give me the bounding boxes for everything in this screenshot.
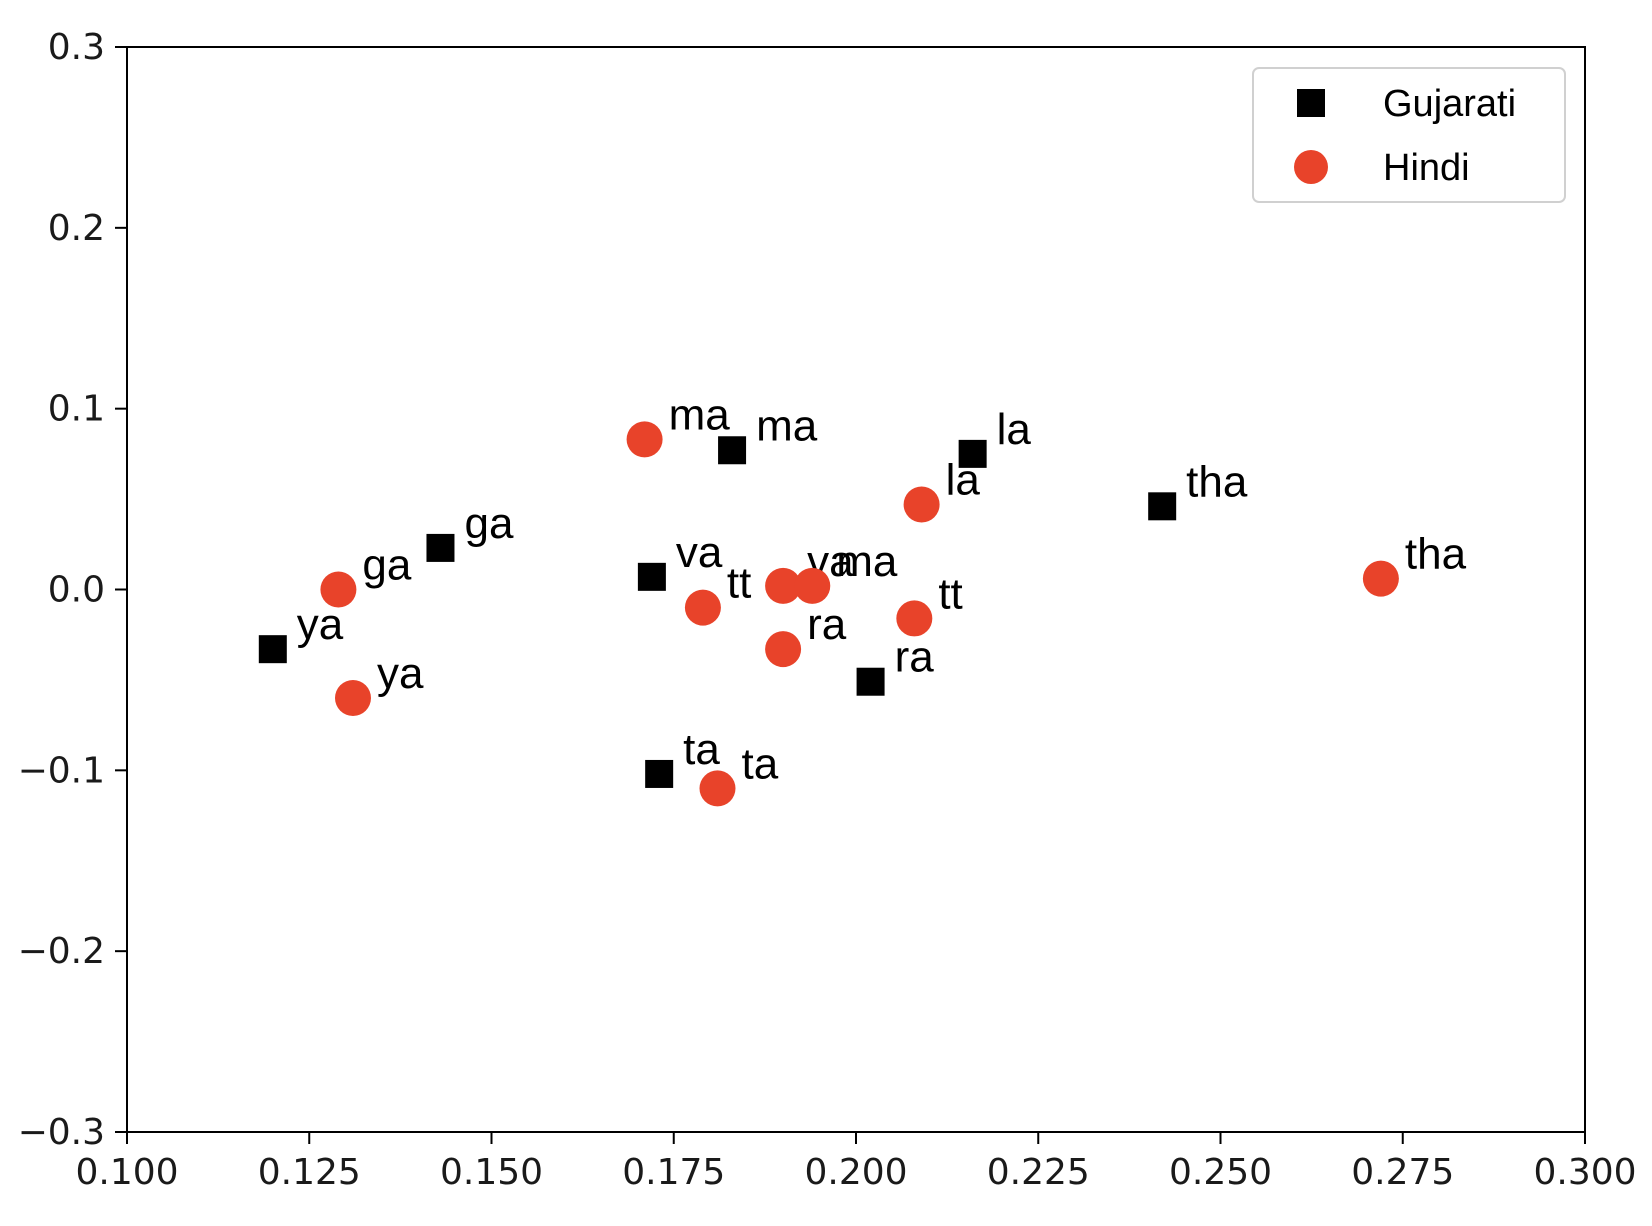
hindi-point bbox=[1362, 560, 1399, 597]
point-label: ra bbox=[895, 633, 935, 682]
point-label: tha bbox=[1405, 530, 1467, 579]
x-tick-label: 0.250 bbox=[1169, 1152, 1272, 1193]
point-label: tt bbox=[938, 569, 962, 618]
x-tick-label: 0.200 bbox=[804, 1152, 907, 1193]
y-tick-label: 0.2 bbox=[48, 208, 105, 249]
legend-label-gujarati: Gujarati bbox=[1383, 83, 1516, 125]
legend-marker-gujarati bbox=[1297, 89, 1325, 117]
hindi-point bbox=[684, 589, 721, 626]
hindi-point bbox=[699, 770, 736, 807]
legend-box bbox=[1252, 67, 1566, 203]
y-tick-label: 0.1 bbox=[48, 389, 105, 430]
gujarati-point bbox=[637, 562, 666, 591]
hindi-point bbox=[903, 486, 940, 523]
point-label: ma bbox=[836, 537, 898, 586]
y-tick-label: −0.1 bbox=[18, 750, 105, 791]
hindi-point bbox=[765, 567, 802, 604]
gujarati-point bbox=[645, 759, 674, 788]
x-tick-label: 0.300 bbox=[1533, 1152, 1636, 1193]
x-tick-label: 0.275 bbox=[1351, 1152, 1454, 1193]
point-label: ma bbox=[669, 390, 731, 439]
gujarati-point bbox=[1148, 492, 1177, 521]
hindi-point bbox=[334, 680, 371, 716]
legend-marker-hindi bbox=[1294, 150, 1328, 184]
point-label: ra bbox=[807, 600, 847, 649]
legend: Gujarati Hindi bbox=[1252, 67, 1566, 203]
x-tick-label: 0.150 bbox=[440, 1152, 543, 1193]
hindi-point bbox=[765, 631, 802, 668]
point-label: la bbox=[946, 456, 981, 505]
x-tick-label: 0.125 bbox=[258, 1152, 361, 1193]
point-label: va bbox=[676, 528, 723, 577]
gujarati-point bbox=[426, 533, 455, 562]
point-label: ga bbox=[362, 541, 411, 590]
y-tick-label: 0.0 bbox=[48, 570, 105, 611]
point-label: ya bbox=[297, 600, 344, 649]
hindi-point bbox=[794, 567, 831, 604]
hindi-point bbox=[626, 421, 663, 458]
hindi-point bbox=[320, 571, 357, 608]
gujarati-point bbox=[718, 436, 747, 465]
gujarati-point bbox=[958, 439, 987, 468]
y-tick-label: 0.3 bbox=[48, 27, 105, 68]
gujarati-point bbox=[258, 635, 287, 664]
point-label: la bbox=[997, 405, 1032, 454]
x-tick-label: 0.225 bbox=[987, 1152, 1090, 1193]
x-tick-label: 0.100 bbox=[75, 1152, 178, 1193]
point-label: ta bbox=[683, 725, 720, 774]
hindi-point bbox=[896, 600, 933, 637]
axes: 0.100 0.125 0.150 0.175 0.200 0.225 0.250 0.275… bbox=[18, 27, 1637, 1193]
point-label: ma bbox=[756, 401, 818, 450]
legend-label-hindi: Hindi bbox=[1383, 147, 1470, 189]
point-label: ya bbox=[377, 649, 424, 698]
x-tick-label: 0.175 bbox=[622, 1152, 725, 1193]
y-tick-label: −0.2 bbox=[18, 931, 105, 972]
point-label: ga bbox=[464, 499, 513, 548]
point-label: ta bbox=[741, 739, 778, 788]
y-tick-label: −0.3 bbox=[18, 1112, 105, 1153]
point-label: tt bbox=[727, 559, 751, 608]
point-label: tha bbox=[1186, 457, 1248, 506]
gujarati-point bbox=[856, 667, 885, 696]
